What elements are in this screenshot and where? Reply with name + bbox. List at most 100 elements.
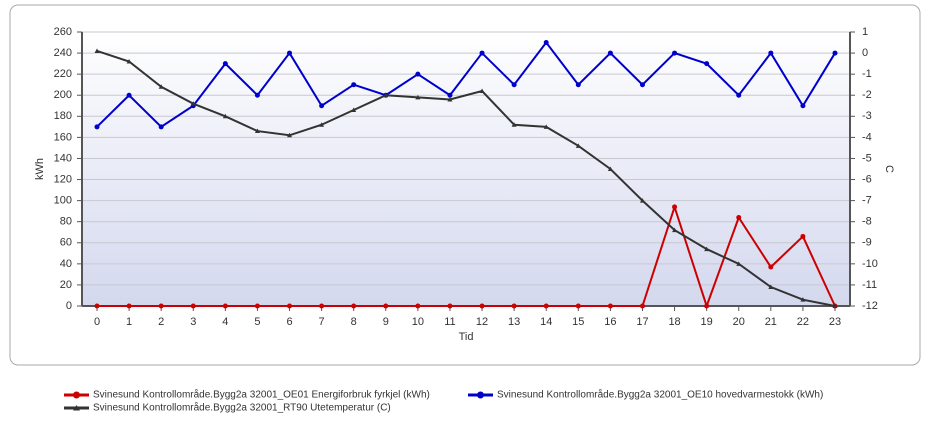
marker xyxy=(319,122,325,127)
x-tick-label: 2 xyxy=(158,316,164,328)
marker xyxy=(800,297,806,302)
marker xyxy=(479,50,485,56)
marker xyxy=(704,303,710,309)
y-tick-label: 260 xyxy=(54,26,72,38)
y2-tick-label: 0 xyxy=(862,47,868,59)
marker xyxy=(736,214,742,220)
x-tick-label: 13 xyxy=(508,316,520,328)
marker xyxy=(639,198,645,203)
marker xyxy=(351,82,357,88)
marker xyxy=(158,84,164,89)
y2-tick-label: 1 xyxy=(862,26,868,38)
x-tick-label: 1 xyxy=(126,316,132,328)
marker xyxy=(575,303,581,309)
y-tick-label: 160 xyxy=(54,131,72,143)
x-tick-label: 11 xyxy=(444,316,455,328)
marker xyxy=(543,303,549,309)
y2-tick-label: -8 xyxy=(862,216,872,228)
marker xyxy=(607,303,613,309)
x-tick-label: 14 xyxy=(540,316,552,328)
marker xyxy=(543,40,549,46)
marker xyxy=(639,82,645,88)
marker xyxy=(832,303,838,308)
x-tick-label: 5 xyxy=(254,316,260,328)
y2-tick-label: -5 xyxy=(862,152,872,164)
x-tick-label: 7 xyxy=(319,316,325,328)
marker xyxy=(479,303,485,309)
marker xyxy=(254,92,260,98)
marker xyxy=(190,101,196,106)
marker xyxy=(511,303,517,309)
marker xyxy=(287,50,293,56)
y2-tick-label: -6 xyxy=(862,173,872,185)
marker xyxy=(768,264,774,270)
marker xyxy=(222,61,228,67)
x-tick-label: 21 xyxy=(765,316,777,328)
marker xyxy=(543,124,549,129)
marker xyxy=(222,303,228,309)
legend-marker xyxy=(477,391,484,399)
series-line xyxy=(96,40,836,129)
y2-tick-label: -12 xyxy=(862,300,878,312)
x-tick-label: 6 xyxy=(286,316,292,328)
marker xyxy=(319,303,325,309)
y-tick-label: 20 xyxy=(60,279,72,291)
legend-marker xyxy=(73,391,80,399)
marker xyxy=(704,61,710,67)
marker xyxy=(607,50,613,56)
y2-tick-label: -11 xyxy=(862,279,877,291)
x-tick-label: 23 xyxy=(829,316,841,328)
marker xyxy=(511,122,517,127)
x-tick-label: 0 xyxy=(94,316,100,328)
marker xyxy=(736,261,742,266)
y2-axis-label: C xyxy=(883,165,895,173)
marker xyxy=(126,59,132,64)
marker xyxy=(736,92,742,98)
marker xyxy=(415,94,421,100)
y2-tick-label: -10 xyxy=(862,258,878,270)
x-tick-label: 4 xyxy=(222,316,228,328)
x-tick-label: 15 xyxy=(572,316,584,328)
y2-tick-label: -2 xyxy=(862,89,872,101)
marker xyxy=(768,50,774,56)
series-line xyxy=(97,203,836,310)
x-tick-label: 17 xyxy=(636,316,648,328)
x-tick-label: 22 xyxy=(797,316,809,328)
marker xyxy=(672,227,678,233)
legend-label: Svinesund Kontrollområde.Bygg2a 32001_RT… xyxy=(93,402,391,414)
y2-tick-label: -7 xyxy=(862,195,872,207)
marker xyxy=(832,50,838,56)
x-tick-label: 16 xyxy=(604,316,616,328)
marker xyxy=(447,92,453,98)
marker xyxy=(126,92,132,98)
marker xyxy=(158,303,164,309)
legend-marker xyxy=(73,405,80,411)
marker xyxy=(639,303,645,309)
marker xyxy=(94,124,100,130)
marker xyxy=(158,124,164,130)
marker xyxy=(383,92,389,98)
y-tick-label: 40 xyxy=(60,258,72,270)
y-tick-label: 180 xyxy=(54,110,72,122)
marker xyxy=(287,303,293,309)
x-tick-label: 9 xyxy=(383,316,389,328)
marker xyxy=(672,50,678,56)
marker xyxy=(704,246,710,252)
marker xyxy=(800,103,806,109)
y-tick-label: 140 xyxy=(54,152,72,164)
marker xyxy=(126,303,132,309)
y-tick-label: 100 xyxy=(54,195,72,207)
marker xyxy=(672,204,678,210)
marker xyxy=(222,113,228,119)
marker xyxy=(287,132,293,138)
marker xyxy=(511,82,517,88)
y-tick-label: 200 xyxy=(54,89,72,101)
x-tick-label: 18 xyxy=(668,316,680,328)
marker xyxy=(254,128,260,134)
y-tick-label: 0 xyxy=(66,300,72,312)
y2-tick-label: -3 xyxy=(862,110,872,122)
marker xyxy=(447,96,453,102)
y-axis-label: kWh xyxy=(34,158,46,180)
y2-tick-label: -1 xyxy=(862,68,872,80)
